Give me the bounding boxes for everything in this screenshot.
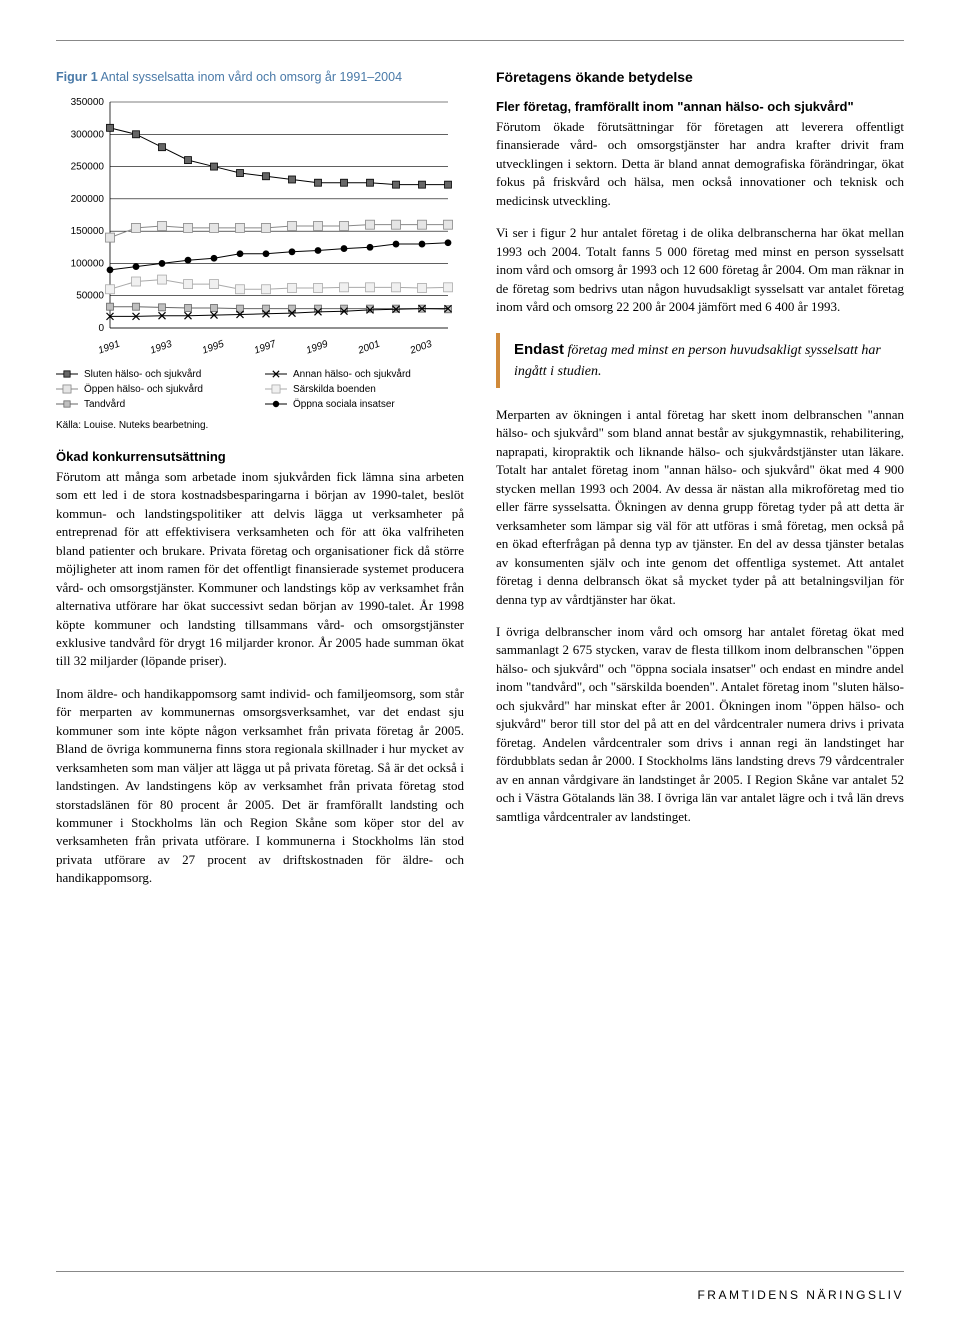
legend-swatch	[56, 384, 78, 394]
svg-text:1995: 1995	[201, 338, 226, 355]
callout-rest: företag med minst en person huvudsakligt…	[514, 343, 881, 380]
legend-swatch	[265, 399, 287, 409]
svg-text:50000: 50000	[76, 291, 104, 302]
figure-title-text: Antal sysselsatta inom vård och omsorg å…	[100, 70, 402, 84]
legend-swatch	[56, 399, 78, 409]
right-paragraph-4: I övriga delbranscher inom vård och omso…	[496, 623, 904, 826]
top-rule	[56, 40, 904, 41]
svg-text:1999: 1999	[305, 338, 330, 355]
svg-text:200000: 200000	[71, 194, 105, 205]
svg-text:1997: 1997	[253, 338, 278, 355]
legend-swatch	[265, 369, 287, 379]
figure-title: Figur 1 Antal sysselsatta inom vård och …	[56, 69, 464, 86]
legend-swatch	[265, 384, 287, 394]
legend-item: Öppen hälso- och sjukvård	[56, 384, 255, 395]
legend-label: Annan hälso- och sjukvård	[293, 369, 411, 380]
legend-item: Särskilda boenden	[265, 384, 464, 395]
footer-rule	[56, 1271, 904, 1272]
svg-text:1993: 1993	[149, 338, 174, 355]
svg-text:0: 0	[98, 323, 104, 334]
figure-label: Figur 1	[56, 70, 98, 84]
legend-swatch	[56, 369, 78, 379]
svg-text:2001: 2001	[356, 339, 382, 356]
svg-text:1991: 1991	[97, 339, 122, 356]
legend-item: Sluten hälso- och sjukvård	[56, 369, 255, 380]
right-heading: Företagens ökande betydelse	[496, 69, 904, 85]
right-paragraph-3: Merparten av ökningen i antal företag ha…	[496, 406, 904, 609]
figure-legend: Sluten hälso- och sjukvård Annan hälso- o…	[56, 369, 464, 410]
svg-text:100000: 100000	[71, 258, 105, 269]
svg-text:2003: 2003	[408, 338, 434, 355]
chart-svg: 0 50000 100000 150000 200000 250000 300000 3500…	[56, 96, 456, 356]
page-columns: Figur 1 Antal sysselsatta inom vård och …	[56, 69, 904, 888]
svg-text:300000: 300000	[71, 129, 105, 140]
legend-item: Tandvård	[56, 399, 255, 410]
left-paragraph-1: Förutom att många som arbetade inom sjuk…	[56, 468, 464, 671]
right-paragraph-2: Vi ser i figur 2 hur antalet företag i d…	[496, 224, 904, 316]
svg-text:350000: 350000	[71, 97, 105, 108]
left-paragraph-2: Inom äldre- och handikappomsorg samt ind…	[56, 685, 464, 888]
figure-source: Källa: Louise. Nuteks bearbetning.	[56, 420, 464, 431]
legend-item: Annan hälso- och sjukvård	[265, 369, 464, 380]
legend-label: Tandvård	[84, 399, 125, 410]
figure-chart: 0 50000 100000 150000 200000 250000 300000 3500…	[56, 96, 464, 361]
legend-item: Öppna sociala insatser	[265, 399, 464, 410]
right-column: Företagens ökande betydelse Fler företag…	[496, 69, 904, 888]
callout: Endast företag med minst en person huvud…	[496, 333, 904, 389]
svg-text:250000: 250000	[71, 161, 105, 172]
footer-text: FRAMTIDENS NÄRINGSLIV	[697, 1288, 904, 1302]
legend-label: Särskilda boenden	[293, 384, 376, 395]
right-paragraph-1: Förutom ökade förutsättningar för företa…	[496, 118, 904, 210]
left-subhead-1: Ökad konkurrensutsättning	[56, 449, 464, 464]
legend-label: Sluten hälso- och sjukvård	[84, 369, 201, 380]
svg-text:150000: 150000	[71, 226, 105, 237]
callout-lead: Endast	[514, 341, 564, 358]
legend-label: Öppen hälso- och sjukvård	[84, 384, 203, 395]
left-column: Figur 1 Antal sysselsatta inom vård och …	[56, 69, 464, 888]
right-subhead-1: Fler företag, framförallt inom "annan hä…	[496, 99, 904, 114]
legend-label: Öppna sociala insatser	[293, 399, 395, 410]
